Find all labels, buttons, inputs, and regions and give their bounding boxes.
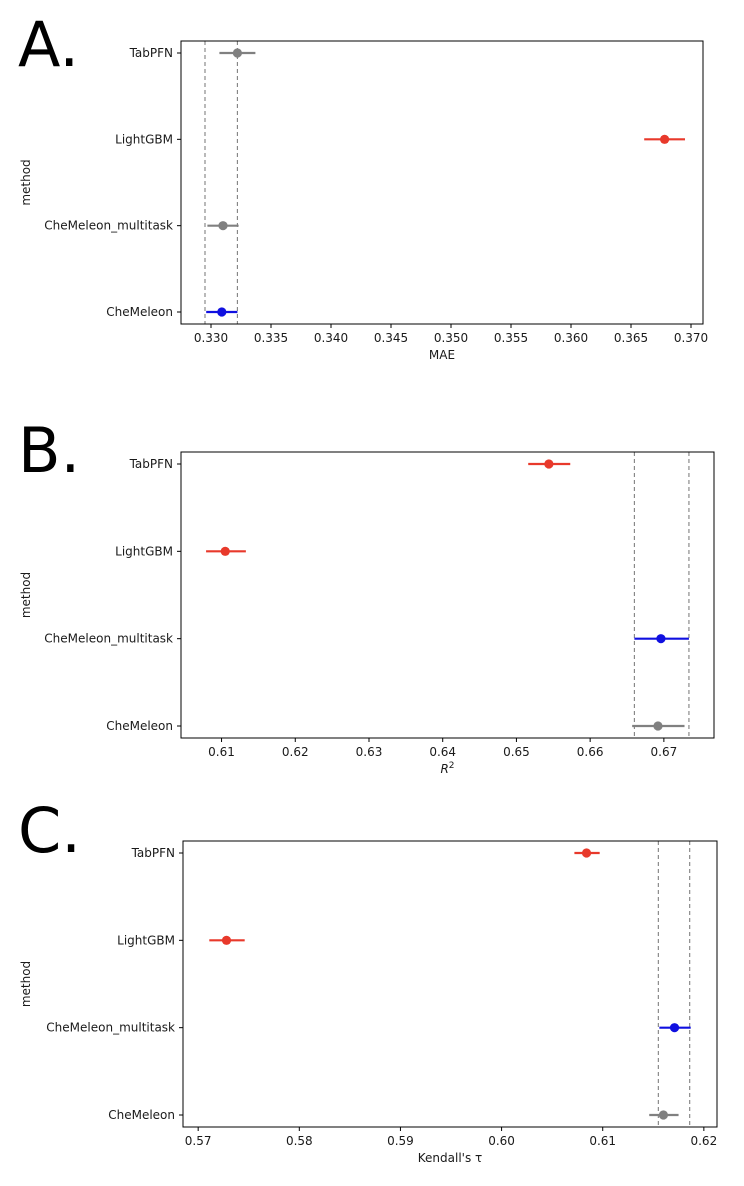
data-point (232, 48, 242, 58)
x-tick-label: 0.370 (674, 331, 708, 345)
x-tick-label: 0.365 (614, 331, 648, 345)
x-tick-label: 0.66 (577, 745, 604, 759)
x-tick-label: 0.65 (503, 745, 530, 759)
y-tick-label: TabPFN (129, 457, 173, 471)
y-axis-label: method (19, 159, 33, 205)
x-tick-label: 0.62 (282, 745, 309, 759)
plot-frame (180, 451, 715, 739)
x-tick-label: 0.61 (208, 745, 235, 759)
x-tick-label: 0.63 (356, 745, 383, 759)
x-tick-label: 0.60 (488, 1134, 515, 1148)
x-tick-label: 0.64 (429, 745, 456, 759)
x-tick-label: 0.61 (589, 1134, 616, 1148)
data-point (653, 721, 663, 731)
y-tick-label: CheMeleon_multitask (44, 219, 173, 233)
panel-letter: B. (18, 414, 80, 487)
x-tick-label: 0.57 (185, 1134, 212, 1148)
x-tick-label: 0.330 (194, 331, 228, 345)
y-tick-label: LightGBM (117, 933, 175, 947)
data-point (217, 307, 227, 317)
panel-b: B. TabPFN LightGBM CheMeleon_multitask CheMe… (18, 414, 715, 776)
panel-c: C. TabPFN LightGBM CheMeleon_multitask CheMe… (18, 794, 718, 1165)
x-tick-label: 0.345 (374, 331, 408, 345)
y-tick-label: LightGBM (115, 544, 173, 558)
x-tick-label: 0.58 (286, 1134, 313, 1148)
y-tick-label: CheMeleon (106, 719, 173, 733)
panel-letter: A. (18, 8, 79, 81)
data-point (669, 1023, 680, 1033)
data-point (220, 546, 230, 556)
x-tick-label: 0.360 (554, 331, 588, 345)
data-point (658, 1110, 668, 1120)
x-tick-label: 0.355 (494, 331, 528, 345)
panel-letter: C. (18, 794, 81, 867)
data-point (656, 634, 666, 644)
y-tick-label: LightGBM (115, 132, 173, 146)
y-tick-label: TabPFN (129, 46, 173, 60)
y-axis-label: method (19, 572, 33, 618)
x-tick-label: 0.59 (387, 1134, 414, 1148)
x-axis-label: MAE (429, 348, 455, 362)
x-tick-label: 0.350 (434, 331, 468, 345)
x-tick-label: 0.62 (690, 1134, 717, 1148)
x-axis-label: Kendall's τ (418, 1151, 483, 1165)
x-axis-label: R2 (440, 761, 454, 776)
y-tick-label: CheMeleon (106, 305, 173, 319)
y-tick-label: CheMeleon_multitask (44, 632, 173, 646)
x-tick-label: 0.340 (314, 331, 348, 345)
y-tick-label: TabPFN (131, 846, 175, 860)
y-axis-label: method (19, 961, 33, 1007)
panel-a: A. TabPFN LightGBM CheMeleon_multitask CheMe… (18, 8, 708, 362)
plot-frame (182, 840, 718, 1128)
x-tick-label: 0.335 (254, 331, 288, 345)
y-tick-label: CheMeleon_multitask (46, 1021, 175, 1035)
data-point (218, 221, 228, 231)
data-point (581, 848, 592, 858)
data-point (221, 935, 232, 945)
y-tick-label: CheMeleon (108, 1108, 175, 1122)
x-tick-label: 0.67 (651, 745, 678, 759)
data-point (660, 134, 670, 144)
data-point (544, 459, 554, 469)
plot-frame (180, 40, 704, 325)
